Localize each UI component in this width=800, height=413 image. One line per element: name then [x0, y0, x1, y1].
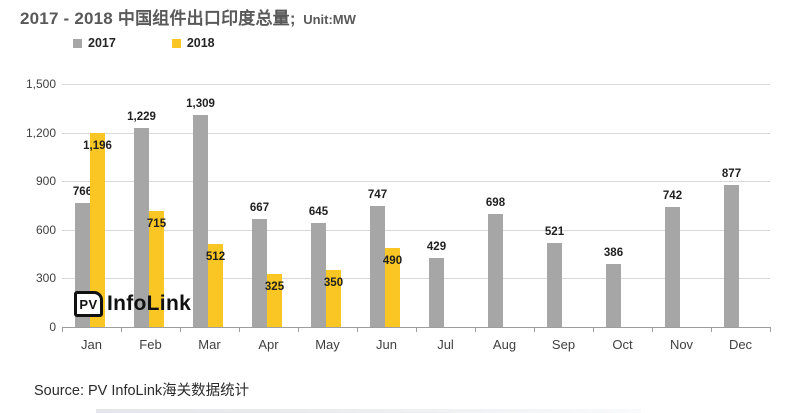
- value-label-2017-oct: 386: [603, 247, 624, 260]
- x-axis-tick: [770, 327, 771, 332]
- x-axis-label-dec: Dec: [728, 337, 753, 352]
- legend-item-2018: 2018: [171, 36, 215, 50]
- x-axis-tick: [121, 327, 122, 332]
- bar-2017-mar: [193, 114, 208, 327]
- value-label-2018-jan: 1,196: [83, 140, 112, 153]
- x-axis-tick: [416, 327, 417, 332]
- y-axis-label: 1,500: [25, 77, 56, 91]
- bar-2017-feb: [134, 127, 149, 327]
- pv-infolink-logo: PV InfoLink: [74, 291, 191, 317]
- x-axis-tick: [298, 327, 299, 332]
- x-axis-tick: [180, 327, 181, 332]
- legend-item-2017: 2017: [73, 36, 116, 50]
- infolink-logo-text: InfoLink: [107, 292, 192, 315]
- page-title: 2017 - 2018 中国组件出口印度总量; Unit:MW: [20, 4, 356, 29]
- value-label-2018-feb: 715: [146, 218, 167, 231]
- gridline-900: [62, 181, 770, 183]
- value-label-2017-jan: 766: [72, 185, 93, 198]
- legend-swatch-2018: [171, 38, 181, 48]
- x-axis-tick: [62, 327, 63, 332]
- x-axis-label-jun: Jun: [376, 337, 397, 352]
- legend-label-2017: 2017: [88, 36, 116, 50]
- x-axis-label-feb: Feb: [139, 337, 162, 352]
- gridline-300: [62, 278, 770, 280]
- x-axis-label-nov: Nov: [669, 337, 694, 352]
- x-axis-label-oct: Oct: [612, 337, 633, 352]
- bar-2018-apr: [267, 274, 282, 327]
- value-label-2018-apr: 325: [264, 281, 285, 294]
- legend-swatch-2017: [73, 38, 82, 48]
- gridline-600: [62, 229, 770, 231]
- gridline-1500: [62, 84, 770, 85]
- x-axis-tick: [593, 327, 594, 332]
- value-label-2017-may: 645: [308, 205, 329, 218]
- chart-unit-label: Unit:MW: [303, 12, 356, 27]
- bar-2018-jun: [385, 247, 400, 327]
- bar-2018-feb: [149, 211, 164, 327]
- x-axis-tick: [534, 327, 535, 332]
- x-axis-label-may: May: [315, 337, 340, 352]
- source-caption: Source: PV InfoLink海关数据统计: [34, 383, 250, 399]
- bar-2018-mar: [208, 244, 223, 327]
- value-label-2018-mar: 512: [205, 251, 226, 264]
- x-axis-label-sep: Sep: [551, 337, 576, 352]
- bar-2017-dec: [724, 184, 739, 327]
- bar-2018-jan: [90, 133, 105, 327]
- x-axis-tick: [239, 327, 240, 332]
- bar-2018-may: [326, 270, 341, 327]
- value-label-2017-mar: 1,309: [186, 97, 215, 110]
- value-label-2017-sep: 521: [544, 225, 565, 238]
- x-axis-label-jan: Jan: [81, 337, 102, 352]
- x-axis-tick: [475, 327, 476, 332]
- bar-2017-sep: [547, 242, 562, 327]
- value-label-2018-jun: 490: [382, 254, 403, 267]
- value-label-2017-aug: 698: [485, 196, 506, 209]
- x-axis-label-mar: Mar: [198, 337, 221, 352]
- bar-2017-jun: [370, 205, 385, 327]
- value-label-2017-apr: 667: [249, 201, 270, 214]
- x-axis-label-apr: Apr: [258, 337, 279, 352]
- legend-label-2018: 2018: [186, 36, 215, 50]
- value-label-2017-jul: 429: [426, 240, 447, 253]
- x-axis-tick: [652, 327, 653, 332]
- value-label-2017-feb: 1,229: [127, 110, 156, 123]
- chart-title: 2017 - 2018 中国组件出口印度总量;: [20, 9, 296, 28]
- x-axis-tick: [711, 327, 712, 332]
- gridline-1200: [62, 132, 770, 134]
- x-axis-label-aug: Aug: [492, 337, 517, 352]
- y-axis-label: 0: [49, 320, 56, 334]
- bar-2017-apr: [252, 218, 267, 327]
- bar-2017-may: [311, 222, 326, 327]
- bar-2017-oct: [606, 264, 621, 327]
- cropped-text-artifact: [96, 409, 641, 413]
- y-axis-label: 1,200: [25, 125, 56, 140]
- bar-2017-aug: [488, 213, 503, 327]
- y-axis-label: 900: [35, 174, 56, 189]
- pv-logo-icon: PV: [74, 291, 103, 317]
- x-axis-label-jul: Jul: [437, 337, 454, 352]
- y-axis-label: 300: [35, 271, 56, 286]
- y-axis-label: 600: [35, 222, 56, 237]
- value-label-2017-jun: 747: [367, 188, 388, 201]
- value-label-2017-nov: 742: [662, 189, 683, 202]
- value-label-2018-may: 350: [323, 277, 344, 290]
- x-axis-tick: [357, 327, 358, 332]
- bar-2017-nov: [665, 206, 680, 327]
- bar-2017-jul: [429, 257, 444, 327]
- value-label-2017-dec: 877: [721, 167, 742, 180]
- pv-logo-text: PV: [79, 296, 98, 312]
- chart-legend: 2017 2018: [73, 36, 215, 50]
